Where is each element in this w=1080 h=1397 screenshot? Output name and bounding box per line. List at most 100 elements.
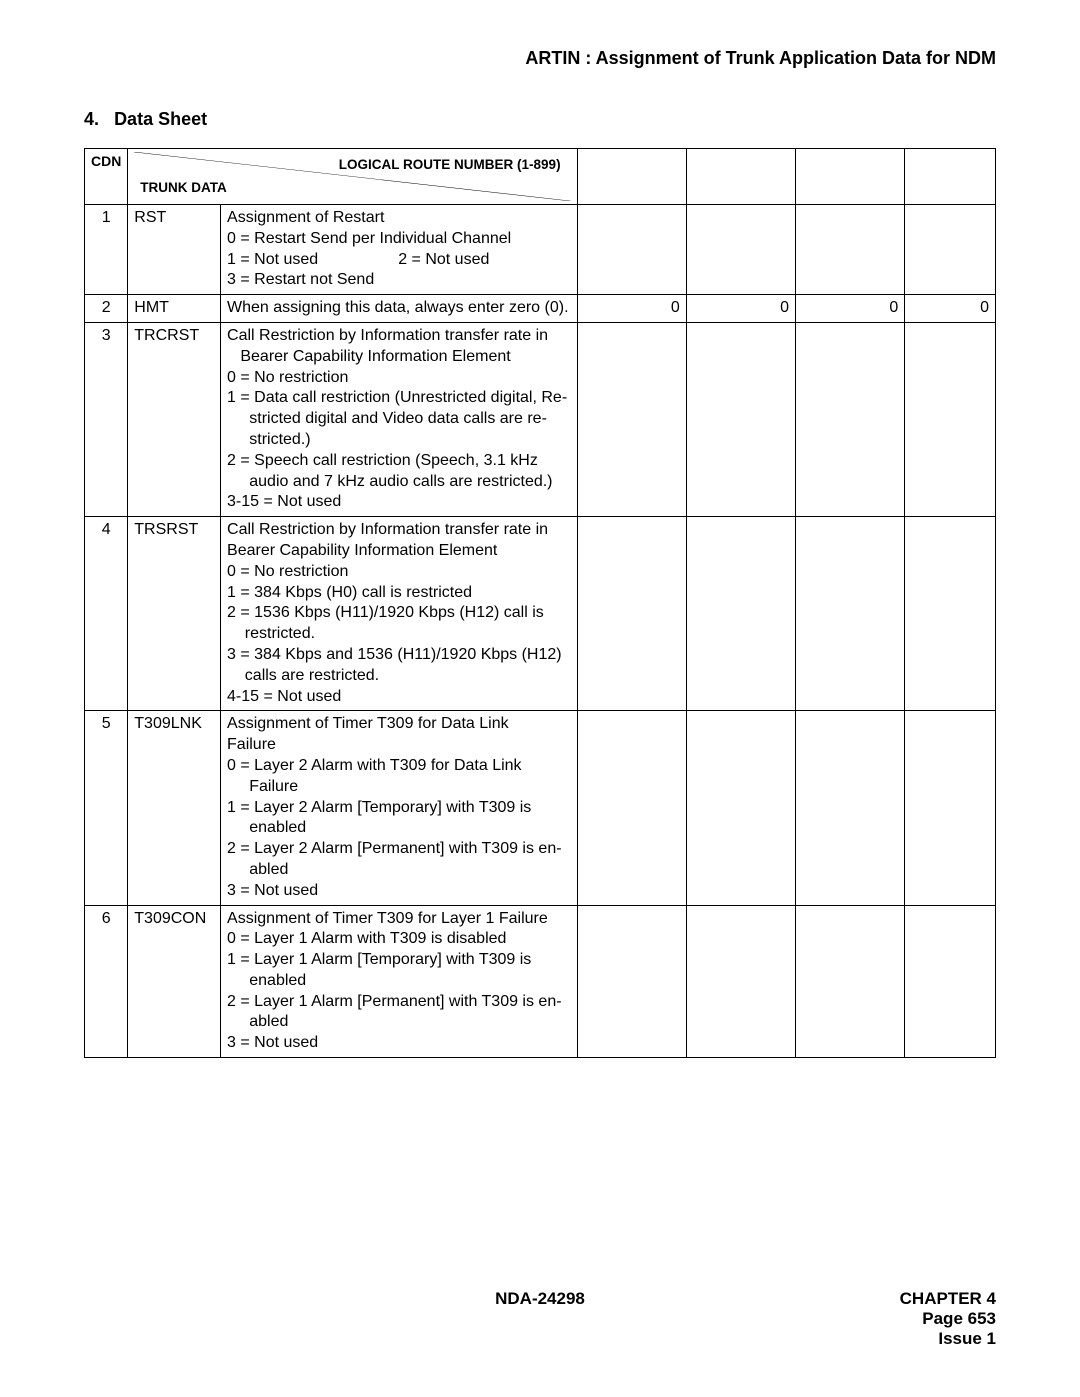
table-row: 4 TRSRST Call Restriction by Information…	[85, 517, 996, 711]
footer-page: Page 653	[692, 1309, 996, 1329]
section-name: Data Sheet	[114, 109, 207, 129]
desc-line: 2 = Speech call restriction (Speech, 3.1…	[227, 452, 538, 469]
header-blank-4	[905, 149, 996, 205]
value-cell	[796, 517, 905, 711]
desc-line: 0 = Layer 1 Alarm with T309 is disabled	[227, 930, 506, 947]
value-cell	[577, 905, 686, 1058]
desc-line: 1 = Layer 2 Alarm [Temporary] with T309 …	[227, 799, 531, 816]
value-cell	[686, 711, 795, 905]
desc-line: Failure	[227, 778, 298, 795]
desc-line: 2 = 1536 Kbps (H11)/1920 Kbps (H12) call…	[227, 604, 544, 621]
desc-line: abled	[227, 861, 288, 878]
value-cell	[577, 322, 686, 516]
table-row: 5 T309LNK Assignment of Timer T309 for D…	[85, 711, 996, 905]
table-row: 3 TRCRST Call Restriction by Information…	[85, 322, 996, 516]
description: Call Restriction by Information transfer…	[221, 322, 578, 516]
desc-line: enabled	[227, 819, 306, 836]
desc-line: Bearer Capability Information Element	[227, 348, 511, 365]
page: ARTIN : Assignment of Trunk Application …	[0, 0, 1080, 1397]
desc-line: 4-15 = Not used	[227, 688, 341, 705]
header-blank-3	[796, 149, 905, 205]
desc-line: Bearer Capability Information Element	[227, 542, 497, 559]
cdn-num: 6	[85, 905, 128, 1058]
desc-line: enabled	[227, 972, 306, 989]
value-cell: 0	[577, 295, 686, 323]
code: TRSRST	[128, 517, 221, 711]
desc-line: 3 = Restart not Send	[227, 271, 374, 288]
cdn-num: 2	[85, 295, 128, 323]
desc-line: When assigning this data, always enter z…	[227, 299, 569, 316]
desc-line: Assignment of Timer T309 for Layer 1 Fai…	[227, 910, 548, 927]
page-footer: NDA-24298 CHAPTER 4 Page 653 Issue 1	[84, 1289, 996, 1349]
desc-line: 0 = No restriction	[227, 563, 348, 580]
value-cell	[686, 205, 795, 295]
desc-line: 1 = Data call restriction (Unrestricted …	[227, 389, 567, 406]
footer-chapter: CHAPTER 4	[692, 1289, 996, 1309]
desc-line: Failure	[227, 736, 276, 753]
section-title: 4. Data Sheet	[84, 109, 996, 130]
code: T309LNK	[128, 711, 221, 905]
footer-issue: Issue 1	[692, 1329, 996, 1349]
value-cell: 0	[686, 295, 795, 323]
value-cell	[686, 905, 795, 1058]
desc-line: stricted digital and Video data calls ar…	[227, 410, 547, 427]
desc-line: 1 = 384 Kbps (H0) call is restricted	[227, 584, 472, 601]
table-row: 2 HMT When assigning this data, always e…	[85, 295, 996, 323]
description: Assignment of Timer T309 for Layer 1 Fai…	[221, 905, 578, 1058]
desc-line: 1 = Layer 1 Alarm [Temporary] with T309 …	[227, 951, 531, 968]
trunk-data-label: TRUNK DATA	[140, 179, 226, 197]
cdn-num: 3	[85, 322, 128, 516]
desc-line: Call Restriction by Information transfer…	[227, 327, 548, 344]
desc-line: audio and 7 kHz audio calls are restrict…	[227, 473, 553, 490]
code: T309CON	[128, 905, 221, 1058]
code: TRCRST	[128, 322, 221, 516]
description: Call Restriction by Information transfer…	[221, 517, 578, 711]
value-cell	[905, 905, 996, 1058]
desc-line: 3 = Not used	[227, 882, 318, 899]
desc-line: 3 = Not used	[227, 1034, 318, 1051]
value-cell	[796, 205, 905, 295]
desc-line: calls are restricted.	[227, 667, 379, 684]
page-header-title: ARTIN : Assignment of Trunk Application …	[84, 48, 996, 69]
value-cell	[577, 517, 686, 711]
desc-line: abled	[227, 1013, 288, 1030]
desc-line: 3 = 384 Kbps and 1536 (H11)/1920 Kbps (H…	[227, 646, 562, 663]
value-cell: 0	[905, 295, 996, 323]
value-cell	[577, 205, 686, 295]
data-sheet-table: CDN LOGICAL ROUTE NUMBER (1-899) TRUNK D…	[84, 148, 996, 1058]
cdn-num: 1	[85, 205, 128, 295]
diagonal-header: LOGICAL ROUTE NUMBER (1-899) TRUNK DATA	[128, 149, 577, 205]
desc-line: Call Restriction by Information transfer…	[227, 521, 548, 538]
value-cell	[905, 322, 996, 516]
desc-line: 0 = No restriction	[227, 369, 348, 386]
value-cell	[796, 905, 905, 1058]
value-cell	[686, 322, 795, 516]
desc-line: restricted.	[227, 625, 315, 642]
description: Assignment of Timer T309 for Data Link F…	[221, 711, 578, 905]
description: When assigning this data, always enter z…	[221, 295, 578, 323]
value-cell	[577, 711, 686, 905]
value-cell	[905, 205, 996, 295]
value-cell	[905, 711, 996, 905]
cdn-num: 5	[85, 711, 128, 905]
value-cell	[686, 517, 795, 711]
table-header-row: CDN LOGICAL ROUTE NUMBER (1-899) TRUNK D…	[85, 149, 996, 205]
footer-doc-number: NDA-24298	[388, 1289, 692, 1309]
code: RST	[128, 205, 221, 295]
cdn-header: CDN	[85, 149, 128, 205]
table-row: 1 RST Assignment of Restart 0 = Restart …	[85, 205, 996, 295]
desc-line: 0 = Restart Send per Individual Channel	[227, 230, 511, 247]
section-number: 4.	[84, 109, 99, 129]
header-blank-2	[686, 149, 795, 205]
header-blank-1	[577, 149, 686, 205]
desc-line: 1 = Not used 2 = Not used	[227, 251, 489, 268]
value-cell	[796, 711, 905, 905]
value-cell	[905, 517, 996, 711]
value-cell: 0	[796, 295, 905, 323]
code: HMT	[128, 295, 221, 323]
logical-route-label: LOGICAL ROUTE NUMBER (1-899)	[339, 156, 561, 174]
desc-line: 2 = Layer 2 Alarm [Permanent] with T309 …	[227, 840, 562, 857]
desc-line: 3-15 = Not used	[227, 493, 341, 510]
cdn-num: 4	[85, 517, 128, 711]
desc-line: 0 = Layer 2 Alarm with T309 for Data Lin…	[227, 757, 522, 774]
